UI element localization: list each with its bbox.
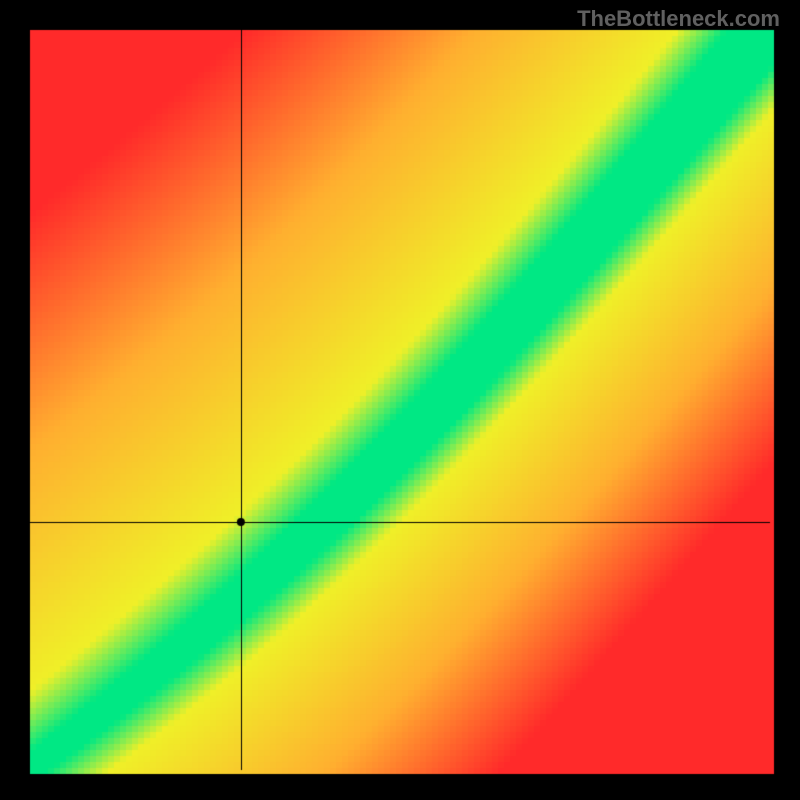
watermark-text: TheBottleneck.com	[577, 6, 780, 32]
heatmap-canvas	[0, 0, 800, 800]
chart-container: { "watermark_text": "TheBottleneck.com",…	[0, 0, 800, 800]
